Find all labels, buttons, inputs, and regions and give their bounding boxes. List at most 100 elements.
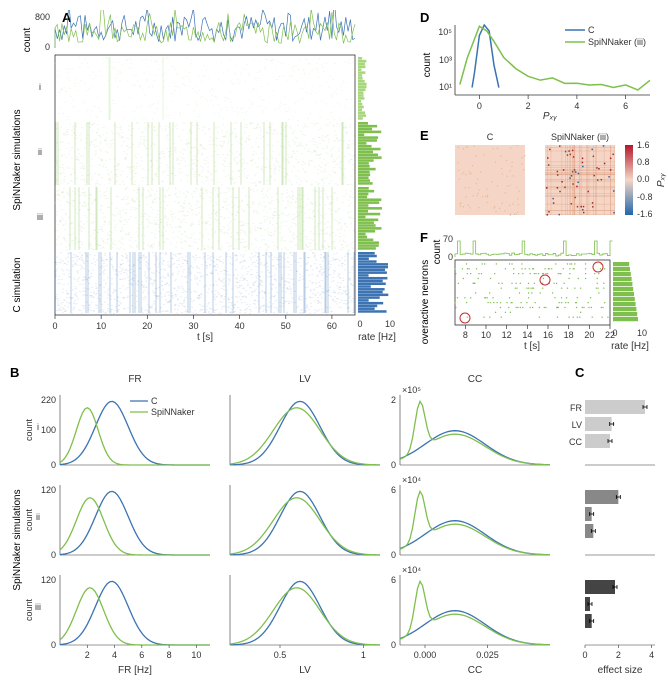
svg-text:4: 4 [574, 101, 579, 111]
panel-f-ylabel: overactive neurons [420, 260, 431, 345]
svg-text:220: 220 [41, 395, 56, 405]
svg-text:14: 14 [522, 330, 532, 340]
svg-text:LV: LV [572, 420, 582, 430]
svg-text:0.5: 0.5 [274, 650, 287, 660]
svg-text:4: 4 [649, 650, 654, 660]
panel-e-right-title: SpiNNaker (iii) [551, 132, 609, 142]
svg-text:0: 0 [51, 640, 56, 650]
svg-text:10¹: 10¹ [439, 82, 452, 92]
svg-text:10: 10 [481, 330, 491, 340]
svg-text:10: 10 [96, 321, 106, 331]
panel-a-svg: count 800 0 SpiNNaker simulations C simu… [10, 10, 410, 360]
panel-e-colorbar [625, 145, 633, 215]
panel-a-xlabel: t [s] [197, 332, 213, 343]
panel-f-circle-2 [540, 275, 550, 285]
svg-text:FR: FR [570, 403, 582, 413]
svg-text:0: 0 [477, 101, 482, 111]
panel-a-rate-10: 10 [385, 319, 395, 329]
panel-b-side-label: SpiNNaker simulations [12, 489, 23, 590]
panel-a-count-800: 800 [35, 12, 50, 22]
panel-d-xticks: 0 2 4 6 [477, 95, 628, 111]
panel-b-svg: SpiNNaker simulations FRLVCCiiiiiicount0… [10, 370, 570, 680]
panel-f-frame [455, 260, 610, 325]
svg-text:18: 18 [564, 330, 574, 340]
panel-a-raster-iii [55, 187, 354, 251]
svg-text:6: 6 [623, 101, 628, 111]
svg-text:CC: CC [468, 374, 482, 385]
svg-text:12: 12 [502, 330, 512, 340]
panel-f-right-hist [613, 262, 638, 321]
panel-a-row-i: i [39, 82, 41, 92]
panel-a-row-ii: ii [38, 147, 42, 157]
panel-a-count-0: 0 [45, 42, 50, 52]
svg-text:10³: 10³ [439, 55, 452, 65]
svg-text:40: 40 [235, 321, 245, 331]
svg-text:0: 0 [391, 640, 396, 650]
svg-text:2: 2 [85, 650, 90, 660]
svg-text:SpiNNaker: SpiNNaker [151, 407, 195, 417]
panel-a-count-label: count [22, 28, 33, 53]
svg-text:0: 0 [51, 460, 56, 470]
svg-text:6: 6 [391, 575, 396, 585]
panel-f-raster [454, 263, 610, 318]
panel-f-count-0: 0 [448, 252, 453, 262]
panel-c-svg: FR LV CC 0 2 4 effect size [565, 370, 660, 680]
panel-a-row-iii: iii [37, 212, 43, 222]
panel-f-xlabel: t [s] [524, 341, 540, 352]
svg-text:2: 2 [616, 650, 621, 660]
svg-text:0.000: 0.000 [414, 650, 437, 660]
panel-f-top-hist [455, 241, 613, 257]
svg-text:FR [Hz]: FR [Hz] [118, 665, 152, 676]
svg-text:-1.6: -1.6 [637, 209, 653, 219]
panel-a-rate-label: rate [Hz] [358, 332, 396, 343]
panel-f-rate-10: 10 [637, 328, 647, 338]
svg-text:30: 30 [188, 321, 198, 331]
panel-e-cb-ticks: 1.6 0.8 0.0 -0.8 -1.6 [637, 140, 653, 219]
svg-text:1.6: 1.6 [637, 140, 650, 150]
panel-a-top-hist [55, 10, 355, 48]
panel-d-svg: count 10¹ 10³ 10⁵ 0246 Pₓᵧ C SpiNNaker (… [410, 15, 660, 125]
svg-text:CC: CC [569, 437, 582, 447]
svg-text:4: 4 [112, 650, 117, 660]
svg-text:ii: ii [36, 512, 40, 522]
panel-d-legend-c: C [588, 25, 595, 35]
panel-a-xticks: 0102030405060 [52, 315, 336, 331]
panel-e-left-title: C [487, 132, 494, 142]
panel-f-circle-1 [460, 313, 470, 323]
svg-text:0: 0 [391, 460, 396, 470]
svg-text:LV: LV [299, 374, 311, 385]
panel-e-cb-label: Pₓᵧ [656, 173, 667, 187]
panel-f-count-70: 70 [443, 234, 453, 244]
svg-text:LV: LV [299, 665, 311, 676]
svg-text:60: 60 [327, 321, 337, 331]
svg-text:120: 120 [41, 485, 56, 495]
panel-d-legend-s: SpiNNaker (iii) [588, 37, 646, 47]
svg-text:count: count [24, 598, 34, 621]
panel-a-rate-0: 0 [357, 319, 362, 329]
panel-a-spinnaker-label: SpiNNaker simulations [12, 109, 23, 210]
svg-text:i: i [37, 422, 39, 432]
svg-text:20: 20 [584, 330, 594, 340]
panel-f-rate-label: rate [Hz] [611, 341, 649, 352]
svg-text:10: 10 [191, 650, 201, 660]
svg-text:effect size: effect size [598, 665, 643, 676]
svg-text:6: 6 [139, 650, 144, 660]
svg-text:0: 0 [391, 550, 396, 560]
svg-text:FR: FR [128, 374, 141, 385]
panel-a-right-hist [358, 57, 388, 313]
svg-text:2: 2 [526, 101, 531, 111]
panel-d-yticks: 10¹ 10³ 10⁵ [438, 27, 452, 92]
panel-e-svg: C SpiNNaker (iii) 1.6 0.8 0.0 -0.8 -1.6 … [410, 130, 668, 230]
panel-d-spinnaker-curve [460, 26, 650, 90]
svg-text:×10⁴: ×10⁴ [402, 565, 421, 575]
panel-f-circle-3 [593, 262, 603, 272]
svg-text:0: 0 [582, 650, 587, 660]
panel-a-raster-ii [55, 122, 354, 186]
panel-a-raster-i [55, 57, 354, 121]
svg-text:count: count [24, 418, 34, 441]
svg-text:0: 0 [52, 321, 57, 331]
panel-d-ylabel: count [422, 53, 433, 78]
panel-f-svg: overactive neurons count 70 0 8101214161… [410, 232, 668, 352]
svg-text:16: 16 [543, 330, 553, 340]
svg-text:120: 120 [41, 575, 56, 585]
